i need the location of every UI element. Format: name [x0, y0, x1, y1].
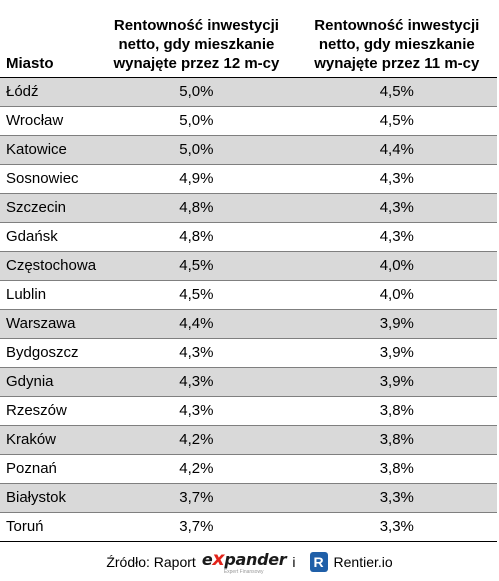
yield-12-cell: 4,8%	[96, 193, 297, 223]
city-cell: Kraków	[0, 425, 97, 455]
source-label: Źródło: Raport	[106, 554, 196, 570]
yield-12-cell: 5,0%	[96, 77, 297, 107]
yield-11-cell: 3,8%	[296, 396, 497, 426]
yield-11-cell: 3,9%	[296, 309, 497, 339]
table-row: Warszawa 4,4% 3,9%	[0, 309, 497, 339]
yield-11-cell: 3,8%	[296, 425, 497, 455]
header-yield-11-months: Rentowność inwestycji netto, gdy mieszka…	[314, 16, 480, 72]
header-row: Miasto Rentowność inwestycji netto, gdy …	[0, 0, 497, 77]
expander-wordmark: expander	[201, 547, 287, 570]
table-row: Rzeszów 4,3% 3,8%	[0, 396, 497, 426]
yield-11-cell: 4,4%	[296, 135, 497, 165]
yield-12-cell: 4,4%	[96, 309, 297, 339]
yield-11-cell: 4,0%	[296, 251, 497, 281]
yield-11-cell: 3,8%	[296, 454, 497, 484]
city-cell: Warszawa	[0, 309, 97, 339]
yield-11-cell: 4,3%	[296, 222, 497, 252]
yield-12-cell: 4,2%	[96, 454, 297, 484]
header-city: Miasto	[6, 54, 54, 72]
table-row: Kraków 4,2% 3,8%	[0, 425, 497, 455]
expander-wordmark-rest: pander	[224, 549, 287, 569]
header-yield-12-months: Rentowność inwestycji netto, gdy mieszka…	[113, 16, 280, 72]
table-row: Łódź 5,0% 4,5%	[0, 77, 497, 107]
table-row: Gdańsk 4,8% 4,3%	[0, 222, 497, 252]
table-row: Bydgoszcz 4,3% 3,9%	[0, 338, 497, 368]
conjunction-text: i	[292, 554, 296, 570]
yield-11-cell: 4,5%	[296, 77, 497, 107]
table-header: Miasto Rentowność inwestycji netto, gdy …	[0, 0, 497, 77]
table-body: Łódź 5,0% 4,5% Wrocław 5,0% 4,5% Katowic…	[0, 77, 497, 542]
yield-11-cell: 4,3%	[296, 193, 497, 223]
table-row: Gdynia 4,3% 3,9%	[0, 367, 497, 397]
table-row: Sosnowiec 4,9% 4,3%	[0, 164, 497, 194]
city-cell: Częstochowa	[0, 251, 97, 281]
yield-11-cell: 4,5%	[296, 106, 497, 136]
city-cell: Rzeszów	[0, 396, 97, 426]
table-row: Wrocław 5,0% 4,5%	[0, 106, 497, 136]
yield-11-cell: 4,3%	[296, 164, 497, 194]
yield-12-cell: 5,0%	[96, 135, 297, 165]
expander-tagline: Expert Finansowy	[223, 568, 264, 575]
table-row: Białystok 3,7% 3,3%	[0, 483, 497, 513]
yield-table: Miasto Rentowność inwestycji netto, gdy …	[0, 0, 497, 542]
yield-12-cell: 4,3%	[96, 338, 297, 368]
yield-11-cell: 3,9%	[296, 338, 497, 368]
table-row: Szczecin 4,8% 4,3%	[0, 193, 497, 223]
yield-11-cell: 3,3%	[296, 483, 497, 513]
yield-11-cell: 3,9%	[296, 367, 497, 397]
expander-logo: expander Expert Finansowy	[201, 547, 287, 575]
table-row: Poznań 4,2% 3,8%	[0, 454, 497, 484]
yield-12-cell: 4,8%	[96, 222, 297, 252]
city-cell: Toruń	[0, 512, 97, 542]
yield-11-cell: 4,0%	[296, 280, 497, 310]
yield-12-cell: 4,2%	[96, 425, 297, 455]
city-cell: Gdynia	[0, 367, 97, 397]
city-cell: Szczecin	[0, 193, 97, 223]
city-cell: Wrocław	[0, 106, 97, 136]
yield-12-cell: 4,3%	[96, 367, 297, 397]
yield-12-cell: 3,7%	[96, 483, 297, 513]
source-footer: Źródło: Raport expander Expert Finansowy…	[0, 547, 499, 577]
city-cell: Sosnowiec	[0, 164, 97, 194]
yield-12-cell: 4,9%	[96, 164, 297, 194]
yield-12-cell: 3,7%	[96, 512, 297, 542]
yield-12-cell: 5,0%	[96, 106, 297, 136]
city-cell: Bydgoszcz	[0, 338, 97, 368]
table-row: Katowice 5,0% 4,4%	[0, 135, 497, 165]
table-row: Toruń 3,7% 3,3%	[0, 512, 497, 542]
table-row: Częstochowa 4,5% 4,0%	[0, 251, 497, 281]
expander-wordmark-x: x	[212, 547, 225, 570]
city-cell: Poznań	[0, 454, 97, 484]
yield-12-cell: 4,5%	[96, 251, 297, 281]
rentier-label: Rentier.io	[333, 554, 393, 570]
expander-wordmark-e: e	[201, 549, 213, 569]
city-cell: Lublin	[0, 280, 97, 310]
rentier-logo-icon: R	[309, 552, 328, 572]
city-cell: Gdańsk	[0, 222, 97, 252]
city-cell: Łódź	[0, 77, 97, 107]
table-row: Lublin 4,5% 4,0%	[0, 280, 497, 310]
city-cell: Białystok	[0, 483, 97, 513]
city-cell: Katowice	[0, 135, 97, 165]
yield-12-cell: 4,5%	[96, 280, 297, 310]
yield-12-cell: 4,3%	[96, 396, 297, 426]
yield-11-cell: 3,3%	[296, 512, 497, 542]
